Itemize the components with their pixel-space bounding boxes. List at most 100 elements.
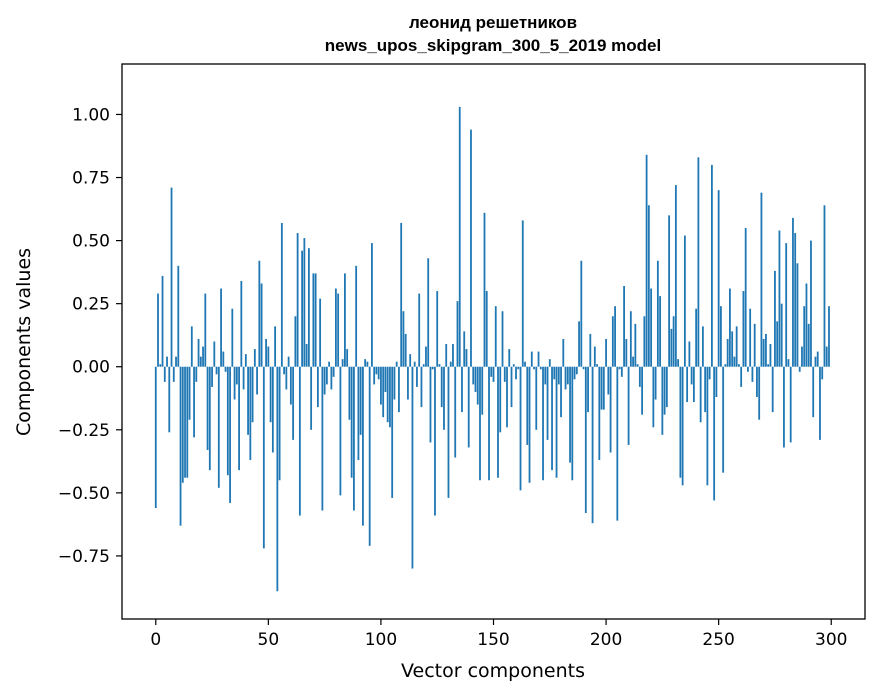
bar: [792, 217, 794, 367]
bar: [803, 306, 806, 367]
bar: [607, 366, 610, 395]
chart-subtitle: news_upos_skipgram_300_5_2019 model: [325, 36, 661, 55]
bar: [542, 366, 544, 481]
bar: [280, 222, 283, 367]
bar: [798, 366, 801, 372]
bar: [452, 344, 454, 367]
bar: [665, 366, 668, 408]
bar: [193, 366, 195, 438]
bar: [371, 243, 373, 367]
y-tick-label: −0.25: [58, 421, 110, 441]
bar: [645, 154, 648, 367]
bar: [208, 366, 211, 471]
bar: [762, 338, 765, 367]
x-tick-label: 300: [815, 630, 847, 650]
bar: [625, 338, 628, 367]
x-tick-label: 0: [150, 630, 161, 650]
bar: [456, 301, 459, 367]
bar: [787, 359, 790, 367]
bar: [652, 366, 655, 428]
bar: [195, 366, 198, 382]
bar: [384, 366, 387, 392]
bar: [215, 366, 218, 375]
bar: [794, 233, 797, 367]
bar: [553, 366, 556, 380]
bar: [670, 328, 673, 367]
bar: [276, 366, 279, 592]
bar: [701, 326, 704, 367]
bar: [573, 366, 576, 380]
bar: [609, 366, 612, 453]
bar: [204, 293, 207, 367]
bar: [679, 366, 682, 478]
bar: [605, 338, 607, 367]
bar: [485, 291, 488, 367]
bar: [578, 321, 580, 367]
bar: [416, 366, 418, 387]
x-axis-label: Vector components: [401, 660, 585, 682]
bar: [307, 248, 310, 367]
bar: [535, 366, 538, 430]
bar: [717, 190, 720, 367]
bar: [260, 283, 263, 367]
bar: [292, 366, 295, 440]
bar: [179, 366, 182, 526]
bar: [262, 366, 265, 549]
bar: [472, 366, 475, 385]
bar: [722, 366, 725, 473]
bar: [359, 366, 362, 435]
bar: [247, 366, 249, 435]
bar: [614, 306, 616, 367]
bar: [706, 366, 709, 486]
bar: [566, 366, 569, 385]
bar: [323, 366, 326, 395]
bar: [319, 298, 322, 367]
y-tick-label: 0.75: [72, 169, 110, 189]
y-tick-label: 1.00: [72, 105, 110, 125]
bar: [303, 238, 306, 367]
bar: [618, 366, 621, 370]
bar: [400, 222, 403, 367]
bar: [751, 366, 754, 382]
bar: [413, 361, 416, 367]
bar: [695, 308, 698, 367]
bar: [350, 366, 353, 478]
bar: [729, 288, 731, 367]
bar: [159, 364, 162, 367]
bar: [393, 366, 396, 400]
bar: [508, 349, 511, 367]
bar: [463, 331, 466, 367]
bar: [344, 273, 346, 367]
bar: [380, 366, 382, 405]
bar: [181, 366, 184, 483]
bar: [238, 366, 240, 471]
bar: [483, 212, 486, 367]
bar: [341, 359, 344, 367]
bar: [407, 366, 409, 400]
bar: [348, 366, 351, 420]
plot-frame: [121, 63, 866, 620]
bar: [571, 366, 574, 481]
bar: [805, 283, 808, 367]
bar: [708, 366, 711, 380]
bar: [334, 288, 337, 367]
bar: [582, 366, 585, 370]
bar: [530, 351, 533, 367]
bar: [720, 306, 722, 367]
bar: [823, 205, 826, 367]
bar: [186, 366, 189, 478]
bar: [161, 275, 164, 367]
bar: [767, 364, 770, 367]
bar: [555, 366, 558, 478]
bar: [481, 366, 484, 415]
bar: [235, 366, 238, 385]
y-tick-label: 0.00: [72, 358, 110, 378]
bar: [490, 366, 493, 377]
bar: [314, 273, 317, 367]
bar: [258, 260, 261, 367]
bar: [771, 366, 774, 413]
bar: [226, 366, 229, 476]
x-axis-ticks: 0 50 100 150 200 250 300: [150, 619, 847, 650]
bar: [557, 366, 560, 385]
bar: [197, 338, 200, 367]
